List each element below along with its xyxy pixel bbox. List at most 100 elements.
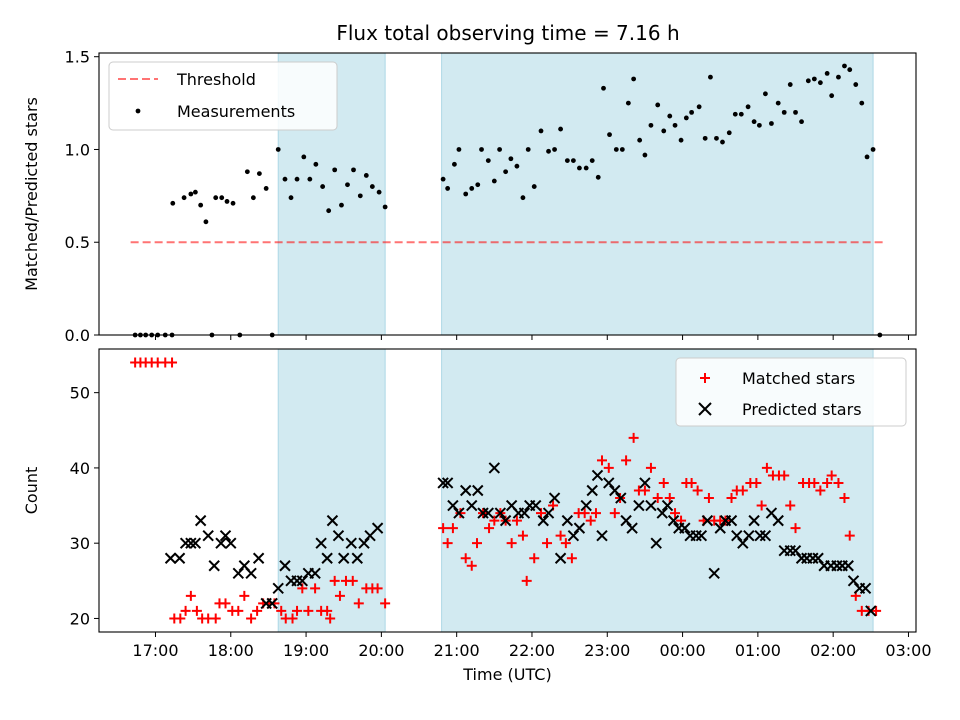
predicted-star-point <box>472 484 484 497</box>
matched-star-point <box>597 455 608 466</box>
matched-star-point <box>579 508 590 519</box>
axes-frame <box>98 348 917 633</box>
measurement-point <box>256 171 262 176</box>
predicted-star-point <box>561 514 574 527</box>
measurement-point <box>525 147 531 152</box>
matched-star-point <box>529 553 540 564</box>
predicted-star-point <box>338 552 350 564</box>
matched-star-point <box>555 530 566 541</box>
predicted-star-point <box>164 552 177 564</box>
measurement-point <box>625 100 631 106</box>
measurement-point <box>170 200 176 206</box>
matched-star-point <box>826 470 837 481</box>
matched-star-point <box>761 462 772 473</box>
predicted-star-point <box>309 567 321 580</box>
predicted-star-point <box>185 537 197 549</box>
predicted-star-point <box>494 507 507 519</box>
measurement-point <box>672 122 678 128</box>
matched-star-point <box>603 462 614 473</box>
measurement-point <box>683 115 689 121</box>
legend-matched-swatch <box>700 373 710 383</box>
matched-star-point <box>590 508 601 519</box>
matched-star-point <box>460 553 471 564</box>
matched-star-point <box>815 485 826 496</box>
measurement-point <box>357 193 363 199</box>
predicted-star-point <box>772 514 784 527</box>
measurement-point <box>213 195 219 201</box>
measurement-point <box>301 154 307 160</box>
measurement-point <box>781 109 787 115</box>
measurement-point <box>667 113 673 119</box>
legend-box <box>675 357 907 427</box>
matched-star-point <box>438 523 449 534</box>
matched-star-point <box>239 590 250 601</box>
predicted-star-point <box>548 492 561 504</box>
predicted-star-point <box>656 507 668 519</box>
matched-star-point <box>658 477 669 488</box>
measurement-point <box>756 122 762 128</box>
y-tick-label: 20 <box>70 609 90 628</box>
matched-star-point <box>566 553 577 564</box>
top-panel: 0.0 0.5 1.0 1.5 Matched/Predicted stars Thres… <box>22 48 917 345</box>
predicted-star-point <box>847 575 860 587</box>
matched-star-point <box>252 605 263 616</box>
predicted-star-point <box>586 484 598 497</box>
x-tick-label: 00:00 <box>660 641 706 660</box>
predicted-star-point <box>219 529 232 542</box>
measurement-point <box>726 130 732 136</box>
matched-star-point <box>442 538 453 549</box>
measurement-point <box>842 63 847 69</box>
x-tick-label: 22:00 <box>509 641 555 660</box>
matched-star-point <box>447 523 458 534</box>
chart-title: Flux total observing time = 7.16 h <box>336 21 679 45</box>
matched-star-point <box>790 523 801 534</box>
predicted-star-point <box>554 552 567 564</box>
measurement-point <box>282 176 288 182</box>
predicted-star-point <box>194 514 207 527</box>
matched-star-point <box>233 605 244 616</box>
y-axis-label: Matched/Predicted stars <box>22 97 41 291</box>
measurement-point <box>589 158 595 164</box>
matched-star-point <box>726 493 737 504</box>
predicted-star-point <box>714 522 726 534</box>
measurement-point <box>339 202 344 208</box>
measurement-point <box>696 104 702 110</box>
measurement-point <box>678 137 684 143</box>
x-tick-label: 01:00 <box>735 641 781 660</box>
measurement-point <box>824 71 830 76</box>
measurement-point <box>491 178 497 184</box>
legend-bottom: Matched stars Predicted stars <box>675 357 907 427</box>
predicted-star-point <box>345 537 357 549</box>
predicted-star-point <box>812 552 824 564</box>
predicted-star-point <box>731 529 743 542</box>
predicted-star-point <box>603 477 615 489</box>
predicted-star-point <box>466 499 478 512</box>
measurement-point <box>452 161 457 167</box>
matched-star-point <box>521 575 532 586</box>
measurement-point <box>376 189 382 195</box>
predicted-star-point <box>332 529 345 542</box>
measurement-point <box>769 121 774 126</box>
predicted-star-point <box>679 522 691 534</box>
measurement-point <box>198 202 204 208</box>
measurement-point <box>307 176 313 182</box>
measurement-point <box>230 200 236 206</box>
measurement-point <box>192 189 198 195</box>
y-tick-label: 0.5 <box>65 233 90 252</box>
measurement-point <box>607 132 612 138</box>
measurement-point <box>514 163 520 169</box>
predicted-star-point <box>315 537 327 549</box>
predicted-star-point <box>743 529 755 542</box>
measurement-point <box>332 167 338 173</box>
predicted-star-point <box>661 499 674 512</box>
predicted-star-point <box>650 537 662 549</box>
predicted-star-point <box>189 537 202 549</box>
predicted-star-point <box>596 529 608 542</box>
x-tick-label: 02:00 <box>810 641 856 660</box>
series-matched-stars <box>130 357 882 624</box>
predicted-star-point <box>358 537 370 549</box>
measurement-point <box>859 100 865 106</box>
measurement-point <box>497 147 502 152</box>
matched-star-point <box>303 605 314 616</box>
